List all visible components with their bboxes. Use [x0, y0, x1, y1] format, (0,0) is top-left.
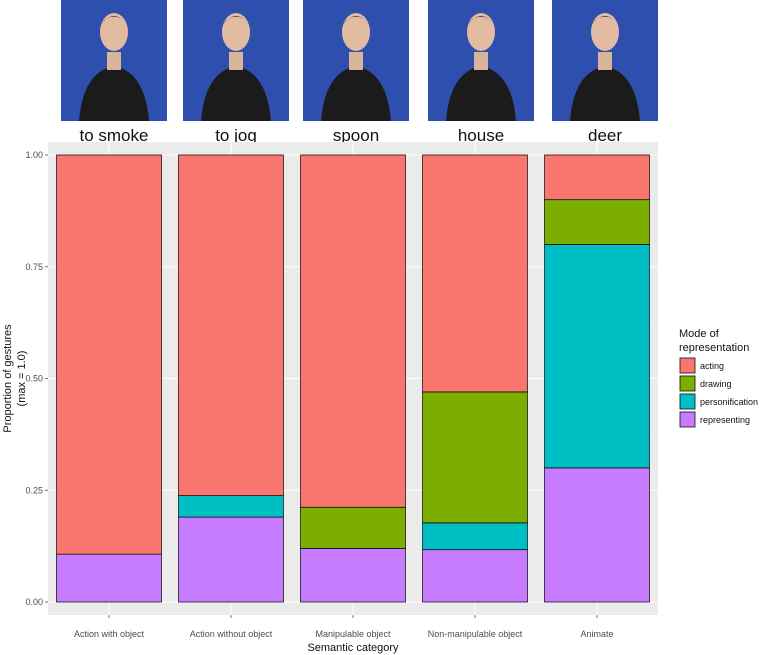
person-torso — [570, 66, 640, 121]
legend-title-line-2: representation — [679, 342, 749, 354]
person-neck — [598, 52, 612, 70]
person-head — [222, 13, 250, 51]
y-tick-label: 0.00 — [25, 597, 43, 607]
bar-stack — [544, 154, 650, 603]
gesture-photo-2: to jog — [183, 0, 289, 145]
y-axis-ticks: 0.00 0.25 0.50 0.75 1.00 — [25, 150, 48, 607]
person-neck — [229, 52, 243, 70]
bar-segment-representing — [178, 516, 284, 603]
person-torso — [446, 66, 516, 121]
legend-label: representing — [700, 415, 750, 425]
legend-item-personification: personification — [679, 393, 758, 410]
person-hair — [467, 16, 495, 26]
legend-label: drawing — [700, 379, 732, 389]
y-tick-label: 0.50 — [25, 374, 43, 384]
person-hair — [342, 16, 370, 26]
y-axis-title-line-2: (max = 1.0) — [16, 351, 28, 407]
legend-swatch — [679, 393, 696, 410]
photo-caption: deer — [588, 126, 622, 145]
bar-segment-acting — [422, 154, 528, 393]
legend-swatch — [679, 411, 696, 428]
x-tick-label: Action without object — [190, 629, 273, 639]
legend-label: personification — [700, 397, 758, 407]
y-axis-title: Proportion of gestures (max = 1.0) — [2, 324, 28, 433]
bar-segment-representing — [56, 553, 162, 603]
photo-caption: house — [458, 126, 504, 145]
x-tick-label: Non-manipulable object — [428, 629, 523, 639]
x-tick-label: Manipulable object — [315, 629, 391, 639]
gesture-photo-3: spoon — [303, 0, 409, 145]
bar-stack — [178, 154, 284, 603]
legend-item-drawing: drawing — [679, 375, 732, 392]
x-tick-label: Animate — [580, 629, 613, 639]
bar-segment-acting — [544, 154, 650, 201]
x-axis-ticks: Action with object Action without object M… — [74, 615, 614, 639]
bar-segment-acting — [300, 154, 406, 508]
photo-caption: to jog — [215, 126, 257, 145]
legend-item-representing: representing — [679, 411, 750, 428]
gesture-photo-4: house — [428, 0, 534, 145]
person-head — [342, 13, 370, 51]
person-hair — [591, 16, 619, 26]
person-neck — [474, 52, 488, 70]
legend-swatch — [679, 375, 696, 392]
bar-segment-personification — [422, 522, 528, 551]
legend-title-line-1: Mode of — [679, 328, 720, 340]
legend-label: acting — [700, 361, 724, 371]
person-hair — [100, 16, 128, 26]
bar-segment-drawing — [422, 391, 528, 524]
person-head — [100, 13, 128, 51]
bar-stack — [56, 154, 162, 603]
bar-segment-personification — [544, 244, 650, 469]
gesture-photos: to smoke to jog spoon house deer — [61, 0, 658, 145]
gesture-photo-1: to smoke — [61, 0, 167, 145]
photo-caption: spoon — [333, 126, 379, 145]
bar-segment-drawing — [544, 199, 650, 245]
bar-stack — [422, 154, 528, 603]
person-head — [467, 13, 495, 51]
bar-segment-acting — [56, 154, 162, 555]
bar-segment-representing — [300, 548, 406, 603]
legend-item-acting: acting — [679, 357, 724, 374]
person-neck — [107, 52, 121, 70]
stacked-bars — [56, 154, 650, 603]
legend-items: acting drawing personification representing — [679, 357, 758, 428]
person-torso — [321, 66, 391, 121]
person-head — [591, 13, 619, 51]
bar-segment-representing — [544, 467, 650, 603]
legend-swatch — [679, 357, 696, 374]
person-torso — [79, 66, 149, 121]
person-neck — [349, 52, 363, 70]
bar-segment-acting — [178, 154, 284, 496]
person-hair — [222, 16, 250, 26]
legend: Mode of representation acting drawing pers… — [679, 328, 758, 428]
bar-segment-drawing — [300, 506, 406, 549]
bar-segment-representing — [422, 549, 528, 603]
person-torso — [201, 66, 271, 121]
photo-caption: to smoke — [80, 126, 149, 145]
bar-stack — [300, 154, 406, 603]
gesture-photo-5: deer — [552, 0, 658, 145]
y-tick-label: 1.00 — [25, 150, 43, 160]
x-tick-label: Action with object — [74, 629, 145, 639]
y-tick-label: 0.25 — [25, 485, 43, 495]
x-axis-title: Semantic category — [307, 642, 399, 654]
y-tick-label: 0.75 — [25, 262, 43, 272]
y-axis-title-line-1: Proportion of gestures — [2, 324, 14, 433]
bar-segment-personification — [178, 495, 284, 518]
